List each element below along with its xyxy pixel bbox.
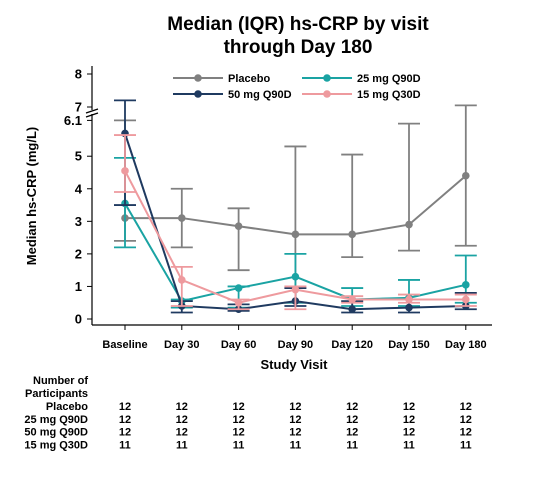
table-count: 12 (176, 427, 188, 439)
table-row-label: 50 mg Q90D (24, 427, 88, 439)
table-count: 11 (176, 439, 188, 451)
legend-label: 50 mg Q90D (228, 89, 292, 101)
chart-title-line-2: through Day 180 (224, 37, 373, 58)
y-tick-label: 3 (75, 214, 82, 229)
data-point (462, 171, 470, 180)
table-count: 12 (176, 401, 188, 413)
y-tick-label: 4 (75, 181, 83, 196)
axis-break-mark (85, 112, 99, 118)
x-tick-label: Day 120 (331, 339, 373, 351)
table-count: 12 (346, 414, 358, 426)
table-count: 12 (403, 427, 415, 439)
y-axis-label: Median hs-CRP (mg/L) (24, 127, 39, 265)
table-header-line-2: Participants (25, 388, 88, 400)
table-count: 12 (119, 427, 131, 439)
table-row-label: Placebo (46, 401, 88, 413)
table-count: 12 (403, 401, 415, 413)
data-point (348, 230, 357, 239)
data-point (348, 305, 357, 314)
table-count: 12 (460, 414, 472, 426)
table-count: 12 (119, 414, 131, 426)
y-tick-label: 1 (75, 279, 82, 294)
data-point (291, 285, 300, 294)
legend: Placebo 25 mg Q90D 50 mg Q90D 15 mg Q30D (173, 73, 421, 101)
y-tick-label: 6.1 (64, 113, 82, 128)
y-tick-label: 8 (75, 67, 82, 82)
y-tick-label: 0 (75, 312, 82, 327)
table-row-label: 25 mg Q90D (24, 414, 88, 426)
legend-label: 15 mg Q30D (357, 89, 421, 101)
data-point (405, 295, 413, 304)
table-count: 11 (233, 439, 245, 451)
table-count: 12 (346, 401, 358, 413)
legend-label: Placebo (228, 73, 270, 85)
table-count: 11 (290, 439, 302, 451)
table-count: 11 (460, 439, 472, 451)
x-tick-label: Day 60 (221, 339, 256, 351)
data-point (234, 298, 243, 307)
y-tick-label: 7 (75, 100, 82, 115)
table-count: 12 (232, 427, 244, 439)
x-tick-label: Baseline (102, 339, 147, 351)
table-header-line-1: Number of (33, 375, 88, 387)
x-tick-label: Day 30 (164, 339, 199, 351)
chart-title-line-1: Median (IQR) hs-CRP by visit (167, 14, 429, 35)
table-count: 12 (232, 401, 244, 413)
table-count: 12 (119, 401, 131, 413)
table-count: 11 (346, 439, 358, 451)
x-tick-label: Day 180 (445, 339, 487, 351)
data-point (405, 220, 413, 229)
table-count: 12 (460, 427, 472, 439)
legend-swatch-marker (323, 90, 331, 98)
data-point (121, 167, 129, 175)
data-point (234, 284, 243, 292)
table-row-label: 15 mg Q30D (24, 439, 88, 451)
legend-swatch-marker (194, 90, 202, 98)
table-count: 12 (289, 414, 301, 426)
table-count: 11 (119, 439, 131, 451)
table-count: 12 (460, 401, 472, 413)
table-count: 12 (289, 401, 301, 413)
data-point (291, 230, 300, 239)
x-tick-label: Day 90 (278, 339, 313, 351)
y-tick-label: 5 (75, 149, 82, 164)
axis-break-mark (85, 108, 99, 114)
x-axis-label: Study Visit (261, 357, 329, 372)
table-count: 12 (403, 414, 415, 426)
chart-marks (114, 99, 477, 314)
table-count: 12 (176, 414, 188, 426)
data-point (291, 272, 300, 281)
series-15-mg-q30d (114, 134, 477, 311)
legend-swatch-marker (194, 74, 202, 82)
table-count: 12 (289, 427, 301, 439)
data-point (234, 222, 243, 231)
table-count: 11 (403, 439, 415, 451)
y-tick-label: 2 (75, 246, 82, 261)
table-count: 12 (346, 427, 358, 439)
legend-label: 25 mg Q90D (357, 73, 421, 85)
table-count: 12 (232, 414, 244, 426)
legend-swatch-marker (323, 74, 331, 82)
data-point (462, 295, 470, 304)
data-point (405, 303, 413, 312)
data-point (348, 295, 357, 304)
data-point (178, 214, 186, 222)
x-tick-label: Day 150 (388, 339, 430, 351)
axes: 0 1 2 3 4 5 6.17 8 Baseline Day 30 Day 60 Day 90 Day… (64, 66, 492, 351)
data-point (178, 276, 186, 284)
data-point (462, 281, 470, 289)
